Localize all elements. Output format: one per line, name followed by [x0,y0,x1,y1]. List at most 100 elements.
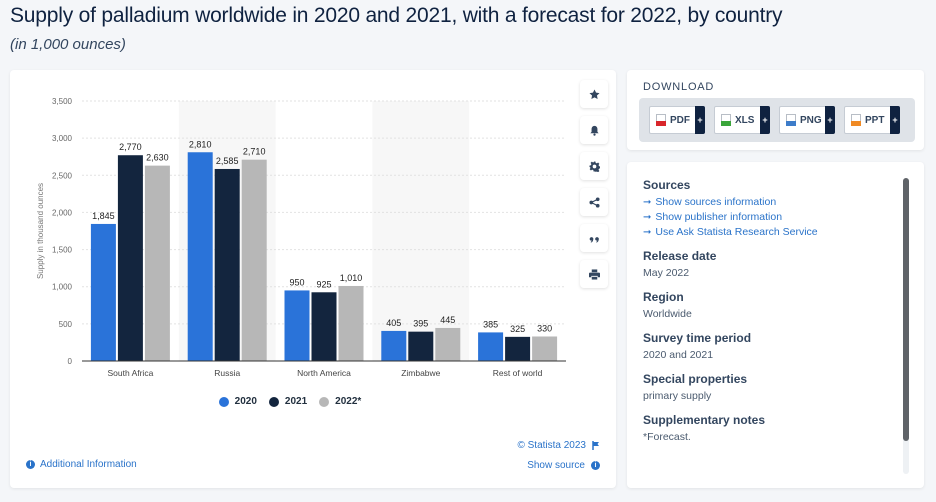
favorite-button[interactable] [580,80,608,108]
copyright-text: © Statista 2023 [517,440,586,451]
legend-label-2022: 2022* [335,396,362,407]
star-icon [588,88,600,99]
legend-label-2020: 2020 [234,396,257,407]
print-button[interactable] [580,260,608,288]
additional-information-link[interactable]: i Additional Information [26,459,137,470]
chart-legend: 2020 2021 2022* [10,396,570,407]
legend-item-2021[interactable]: 2021 [268,396,307,407]
xls-plus-button[interactable]: + [760,106,770,134]
data-label: 2,585 [216,156,239,166]
x-tick-label: Rest of world [493,368,543,378]
chart-card: 0 500 1,000 1,500 2,000 2,500 3,000 3,500 Supply… [10,70,616,488]
png-file-icon [786,114,796,126]
bar-chart: 0 500 1,000 1,500 2,000 2,500 3,000 3,500 Supply… [36,97,566,378]
bar-2022-zimbabwe [435,327,461,361]
data-label: 330 [537,323,552,333]
research-service-link[interactable]: ➞ Use Ask Statista Research Service [643,226,893,238]
gear-icon [588,160,600,172]
ppt-file-icon [851,114,861,126]
y-tick-label: 3,000 [52,134,73,143]
page-subtitle: (in 1,000 ounces) [10,36,126,53]
x-tick-label: North America [297,368,351,378]
link-text: Use Ask Statista Research Service [655,226,818,238]
arrow-right-icon: ➞ [643,196,652,208]
bar-2022-south-africa [144,165,170,361]
download-buttons: PDF + XLS + PNG + PPT + [639,98,915,142]
ppt-plus-button[interactable]: + [890,106,900,134]
statista-copyright[interactable]: © Statista 2023 [517,440,600,451]
flag-icon [592,441,599,450]
arrow-right-icon: ➞ [643,226,652,238]
legend-dot-2022 [319,396,330,407]
bar-2022-north-america [338,285,364,361]
ppt-label: PPT [865,114,885,126]
additional-information-text: Additional Information [40,459,137,470]
png-plus-button[interactable]: + [825,106,835,134]
y-tick-label: 2,500 [52,171,73,180]
notification-button[interactable] [580,116,608,144]
download-ppt-button[interactable]: PPT + [844,106,900,134]
bar-2020-zimbabwe [381,330,407,361]
data-label: 385 [483,319,498,329]
data-label: 445 [440,315,455,325]
download-pdf-button[interactable]: PDF + [649,106,705,134]
info-icon: i [26,460,35,469]
pdf-label: PDF [670,114,690,126]
data-label: 2,710 [243,147,266,157]
y-tick-label: 1,000 [52,283,73,292]
data-label: 1,010 [340,273,363,283]
supplementary-notes-heading: Supplementary notes [643,413,766,427]
special-properties-heading: Special properties [643,372,748,386]
release-date-heading: Release date [643,249,717,263]
bar-2022-russia [241,159,267,361]
download-panel: DOWNLOAD PDF + XLS + PNG + PPT + [627,70,924,150]
data-label: 395 [413,319,428,329]
category-band [372,101,470,361]
show-source-link[interactable]: Show source i [527,460,600,471]
x-tick-label: South Africa [107,368,153,378]
legend-item-2020[interactable]: 2020 [218,396,257,407]
settings-button[interactable] [580,152,608,180]
bar-2021-russia [214,168,240,361]
info-scrollbar-thumb[interactable] [903,178,909,441]
bar-2021-zimbabwe [408,331,434,361]
pdf-plus-button[interactable]: + [695,106,705,134]
page-title: Supply of palladium worldwide in 2020 an… [10,4,783,27]
x-tick-label: Russia [214,368,240,378]
sources-heading: Sources [643,178,691,192]
bar-2020-russia [187,152,213,361]
x-tick-label: Zimbabwe [401,368,440,378]
show-publisher-link[interactable]: ➞ Show publisher information [643,211,893,223]
print-icon [588,268,600,280]
legend-item-2022[interactable]: 2022* [319,396,361,407]
survey-period-value: 2020 and 2021 [643,349,714,361]
bell-icon [589,125,599,136]
download-png-button[interactable]: PNG + [779,106,835,134]
data-label: 2,770 [119,142,142,152]
bar-2021-south-africa [117,155,143,361]
region-value: Worldwide [643,308,692,320]
download-xls-button[interactable]: XLS + [714,106,770,134]
bar-2020-south-africa [90,223,116,361]
special-properties-value: primary supply [643,390,712,402]
data-label: 925 [316,279,331,289]
bar-2022-rest-of-world [532,336,558,361]
y-axis-label: Supply in thousand ounces [36,183,45,279]
y-tick-label: 2,000 [52,208,73,217]
y-tick-label: 0 [68,357,73,366]
png-label: PNG [800,114,822,126]
legend-dot-2021 [268,396,279,407]
y-tick-label: 3,500 [52,97,73,106]
region-heading: Region [643,290,684,304]
cite-button[interactable] [580,224,608,252]
bar-2021-rest-of-world [505,336,531,361]
y-tick-label: 1,500 [52,246,73,255]
xls-file-icon [721,114,731,126]
bar-2021-north-america [311,292,337,361]
show-sources-link[interactable]: ➞ Show sources information [643,196,893,208]
info-scrollbar[interactable] [903,178,909,474]
share-button[interactable] [580,188,608,216]
data-label: 950 [289,277,304,287]
data-label: 325 [510,324,525,334]
data-label: 1,845 [92,211,115,221]
